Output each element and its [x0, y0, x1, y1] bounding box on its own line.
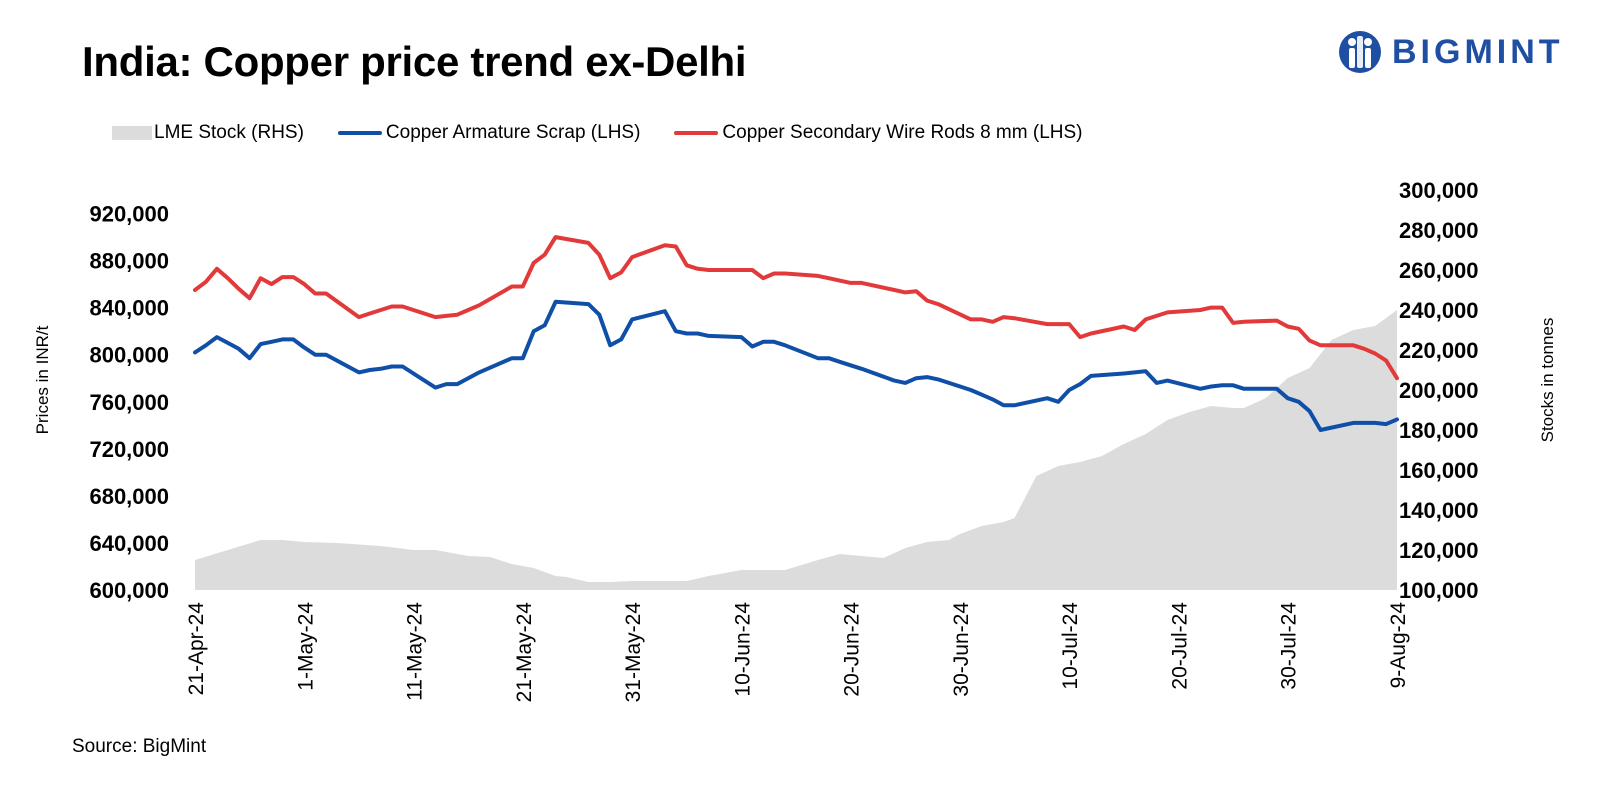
x-tick-label: 30-Jun-24 [950, 602, 973, 697]
x-tick-label: 31-May-24 [622, 602, 645, 703]
y-tick-label-right: 120,000 [1399, 538, 1479, 563]
x-tick-label: 20-Jul-24 [1169, 602, 1192, 690]
logo-globe-icon [1339, 31, 1381, 73]
y-tick-label-left: 920,000 [89, 202, 169, 227]
y-tick-label-left: 840,000 [89, 296, 169, 321]
y-tick-label-left: 800,000 [89, 343, 169, 368]
y-tick-label-right: 260,000 [1399, 258, 1479, 283]
series-line-wire-rods [193, 235, 1399, 381]
series-line-armature-scrap [193, 299, 1399, 432]
y-tick-label-right: 280,000 [1399, 218, 1479, 243]
y-tick-label-right: 220,000 [1399, 338, 1479, 363]
x-tick-label: 9-Aug-24 [1387, 602, 1410, 689]
y-tick-label-left: 680,000 [89, 484, 169, 509]
legend-item-wire-rods: Copper Secondary Wire Rods 8 mm (LHS) [674, 122, 1083, 144]
x-tick-label: 20-Jun-24 [841, 602, 864, 697]
x-tick-label: 10-Jul-24 [1059, 602, 1082, 690]
legend-item-armature-scrap: Copper Armature Scrap (LHS) [337, 122, 641, 144]
x-tick-label: 21-May-24 [513, 602, 536, 703]
chart-title: India: Copper price trend ex-Delhi [82, 38, 747, 85]
logo-text: BIGMINT [1392, 32, 1564, 71]
y-tick-label-right: 100,000 [1399, 578, 1479, 603]
y-tick-label-right: 180,000 [1399, 418, 1479, 443]
series-area-lme-stock [195, 310, 1397, 590]
y-tick-label-right: 240,000 [1399, 298, 1479, 323]
legend-swatch-area [112, 126, 152, 140]
y-axis-label-right: Stocks in tonnes [1538, 318, 1557, 443]
y-tick-label-right: 140,000 [1399, 498, 1479, 523]
y-axis-label-left: Prices in INR/t [33, 325, 52, 434]
y-tick-label-left: 720,000 [89, 437, 169, 462]
y-tick-label-right: 300,000 [1399, 178, 1479, 203]
y-tick-label-left: 880,000 [89, 249, 169, 274]
legend-swatch-line [337, 131, 382, 135]
y-tick-label-right: 200,000 [1399, 378, 1479, 403]
legend-label: LME Stock (RHS) [154, 122, 304, 143]
y-tick-label-right: 160,000 [1399, 458, 1479, 483]
y-tick-label-left: 760,000 [89, 390, 169, 415]
x-tick-label: 10-Jun-24 [731, 602, 754, 697]
bigmint-logo: BIGMINT [1338, 28, 1564, 76]
x-tick-label: 30-Jul-24 [1278, 602, 1301, 690]
legend-label: Copper Secondary Wire Rods 8 mm (LHS) [722, 122, 1083, 143]
chart-legend: LME Stock (RHS) Copper Armature Scrap (L… [112, 122, 1117, 144]
x-tick-label: 11-May-24 [404, 602, 427, 701]
x-tick-label: 21-Apr-24 [185, 602, 208, 696]
legend-swatch-line [674, 131, 719, 135]
legend-label: Copper Armature Scrap (LHS) [385, 122, 641, 143]
legend-item-lme-stock: LME Stock (RHS) [112, 122, 304, 144]
source-note: Source: BigMint [72, 736, 207, 757]
y-tick-label-left: 640,000 [89, 531, 169, 556]
x-tick-label: 1-May-24 [294, 602, 317, 691]
y-tick-label-left: 600,000 [89, 578, 169, 603]
